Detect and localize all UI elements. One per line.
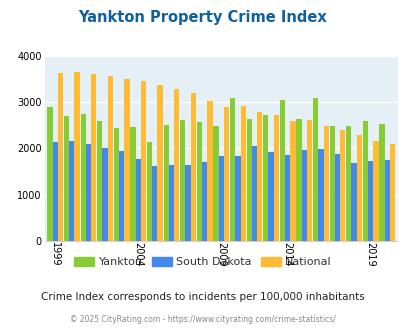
Bar xyxy=(207,101,212,241)
Bar xyxy=(279,100,284,241)
Bar xyxy=(251,146,256,241)
Bar xyxy=(130,127,135,241)
Bar xyxy=(246,119,251,241)
Bar xyxy=(152,166,157,241)
Bar xyxy=(323,126,328,241)
Bar xyxy=(202,162,207,241)
Bar xyxy=(174,89,179,241)
Bar xyxy=(185,165,190,241)
Bar xyxy=(356,135,361,241)
Bar xyxy=(318,149,323,241)
Bar xyxy=(224,107,229,241)
Legend: Yankton, South Dakota, National: Yankton, South Dakota, National xyxy=(70,252,335,272)
Bar xyxy=(290,121,295,241)
Bar xyxy=(102,148,107,241)
Bar xyxy=(351,163,356,241)
Bar xyxy=(373,141,378,241)
Bar xyxy=(69,141,74,241)
Bar xyxy=(384,160,389,241)
Bar xyxy=(107,77,113,241)
Bar xyxy=(312,98,318,241)
Bar xyxy=(284,154,290,241)
Bar xyxy=(147,143,152,241)
Text: Yankton Property Crime Index: Yankton Property Crime Index xyxy=(79,10,326,25)
Bar xyxy=(180,120,185,241)
Bar xyxy=(74,72,79,241)
Bar xyxy=(240,107,245,241)
Bar xyxy=(141,81,146,241)
Bar xyxy=(273,115,278,241)
Bar xyxy=(329,126,334,241)
Bar xyxy=(47,107,53,241)
Bar xyxy=(234,156,240,241)
Bar xyxy=(389,144,394,241)
Bar xyxy=(362,121,367,241)
Bar xyxy=(268,152,273,241)
Bar xyxy=(97,121,102,241)
Bar xyxy=(218,156,224,241)
Bar xyxy=(296,119,301,241)
Bar xyxy=(301,150,306,241)
Bar xyxy=(53,142,58,241)
Bar xyxy=(334,154,339,241)
Bar xyxy=(306,120,311,241)
Text: Crime Index corresponds to incidents per 100,000 inhabitants: Crime Index corresponds to incidents per… xyxy=(41,292,364,302)
Bar xyxy=(135,159,141,241)
Bar xyxy=(168,165,174,241)
Bar xyxy=(256,113,262,241)
Bar xyxy=(213,126,218,241)
Bar xyxy=(367,161,373,241)
Bar xyxy=(339,130,345,241)
Bar xyxy=(229,98,234,241)
Bar xyxy=(85,144,91,241)
Bar xyxy=(91,74,96,241)
Bar xyxy=(345,126,351,241)
Bar xyxy=(124,79,129,241)
Bar xyxy=(80,114,85,241)
Bar xyxy=(190,93,196,241)
Bar xyxy=(163,125,168,241)
Text: © 2025 CityRating.com - https://www.cityrating.com/crime-statistics/: © 2025 CityRating.com - https://www.city… xyxy=(70,315,335,324)
Bar xyxy=(157,85,162,241)
Bar xyxy=(119,151,124,241)
Bar xyxy=(262,115,268,241)
Bar xyxy=(64,116,69,241)
Bar xyxy=(58,73,63,241)
Bar xyxy=(378,123,384,241)
Bar xyxy=(196,122,202,241)
Bar xyxy=(113,128,119,241)
